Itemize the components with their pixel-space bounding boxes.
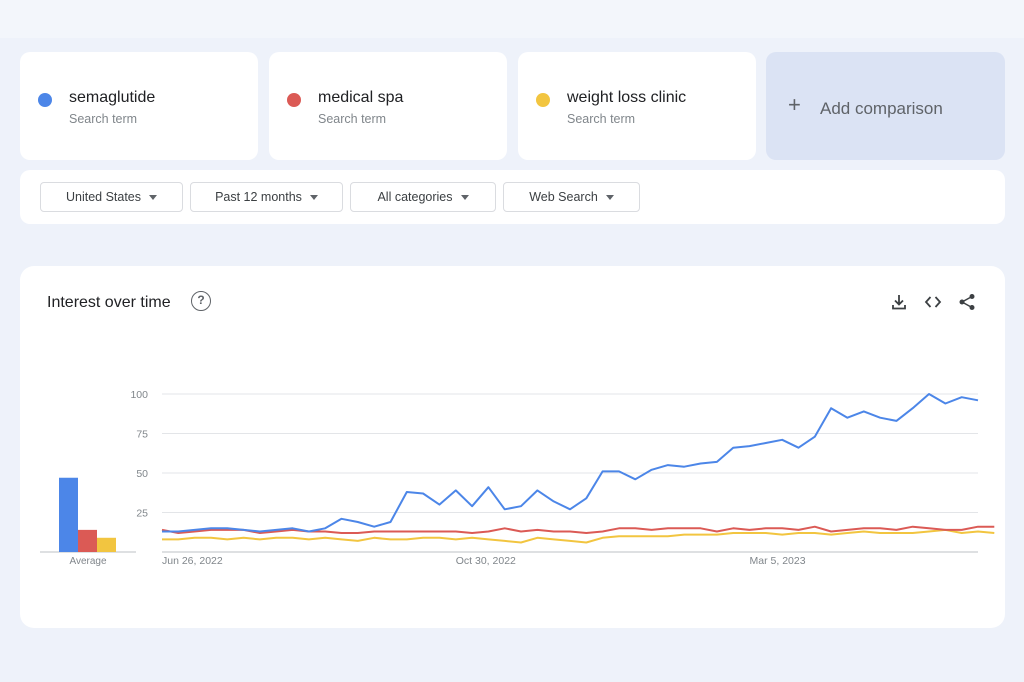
caret-down-icon xyxy=(460,194,469,200)
term-name[interactable]: weight loss clinic xyxy=(567,89,687,106)
y-tick-label: 50 xyxy=(136,468,148,480)
term-card-weight-loss-clinic[interactable]: weight loss clinic Search term xyxy=(518,52,756,160)
region-dropdown[interactable]: United States xyxy=(40,182,183,212)
time-range-value: Past 12 months xyxy=(215,190,302,204)
axis-labels: 25 50 75 100 Average Jun 26, 2022 Oct 30, 2022… xyxy=(69,389,805,567)
average-bar xyxy=(97,537,116,552)
average-label: Average xyxy=(69,556,107,567)
series-color-dot xyxy=(536,93,550,107)
add-comparison-label: Add comparison xyxy=(820,99,943,118)
add-comparison-button[interactable]: + Add comparison xyxy=(766,52,1005,160)
category-dropdown[interactable]: All categories xyxy=(350,182,496,212)
term-name[interactable]: medical spa xyxy=(318,89,404,106)
caret-down-icon xyxy=(149,194,158,200)
series-color-dot xyxy=(38,93,52,107)
series-color-dot xyxy=(287,93,301,107)
help-icon[interactable]: ? xyxy=(191,291,211,311)
x-tick-label: Mar 5, 2023 xyxy=(750,555,806,567)
term-name[interactable]: semaglutide xyxy=(69,89,156,106)
category-value: All categories xyxy=(377,190,453,204)
series-line-weight-loss-clinic xyxy=(162,528,995,544)
time-range-dropdown[interactable]: Past 12 months xyxy=(190,182,343,212)
term-type: Search term xyxy=(318,112,387,126)
term-card-medical-spa[interactable]: medical spa Search term xyxy=(269,52,507,160)
average-bar xyxy=(59,477,78,552)
caret-down-icon xyxy=(309,194,318,200)
series-lines xyxy=(161,393,995,544)
x-tick-label: Oct 30, 2022 xyxy=(456,555,516,567)
search-type-dropdown[interactable]: Web Search xyxy=(503,182,640,212)
average-bars xyxy=(40,477,136,553)
y-tick-label: 25 xyxy=(136,508,148,520)
panel-title: Interest over time xyxy=(47,294,171,311)
top-band xyxy=(0,0,1024,38)
filter-bar: United States Past 12 months All categor… xyxy=(20,170,1005,224)
y-tick-label: 100 xyxy=(130,389,148,401)
download-icon[interactable] xyxy=(889,292,909,312)
series-line-semaglutide xyxy=(162,393,979,533)
plus-icon: + xyxy=(788,92,801,117)
share-icon[interactable] xyxy=(957,292,977,312)
term-type: Search term xyxy=(69,112,138,126)
gridlines xyxy=(162,393,978,553)
y-tick-label: 75 xyxy=(136,429,148,441)
interest-over-time-panel: Interest over time ? 25 50 75 100 Average Jun… xyxy=(20,266,1005,628)
region-value: United States xyxy=(65,190,142,204)
embed-icon[interactable] xyxy=(923,292,943,312)
term-card-semaglutide[interactable]: semaglutide Search term xyxy=(20,52,258,160)
interest-over-time-chart: 25 50 75 100 Average Jun 26, 2022 Oct 30, 2022… xyxy=(40,389,995,567)
term-type: Search term xyxy=(567,112,636,126)
search-type-value: Web Search xyxy=(529,190,598,204)
average-bar xyxy=(78,529,97,552)
x-tick-label: Jun 26, 2022 xyxy=(162,555,223,567)
caret-down-icon xyxy=(605,194,614,200)
